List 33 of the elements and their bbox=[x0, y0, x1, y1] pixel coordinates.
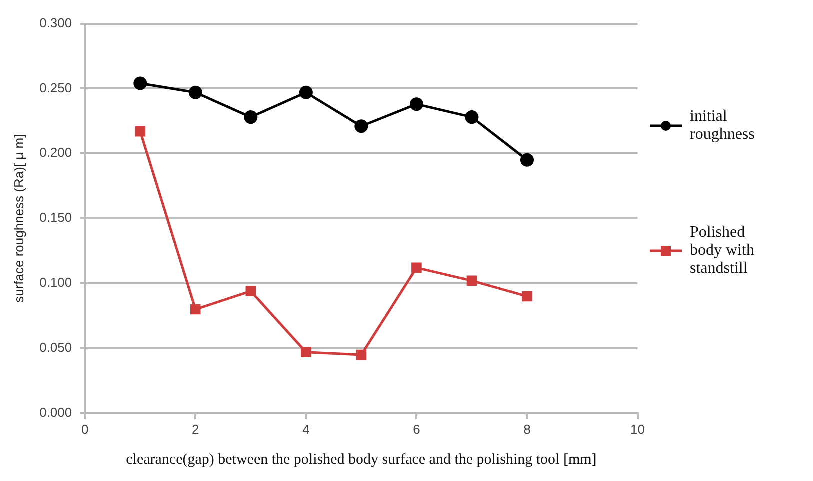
y-tick-label: 0.300 bbox=[40, 15, 72, 30]
point bbox=[466, 276, 478, 286]
y-tick-label: 0.050 bbox=[40, 340, 72, 356]
point bbox=[356, 350, 367, 360]
x-tick-label: 10 bbox=[630, 422, 646, 437]
y-tick-label: 0.250 bbox=[40, 80, 72, 96]
x-tick-label: 4 bbox=[302, 422, 310, 437]
point bbox=[301, 347, 312, 358]
x-tick-label: 2 bbox=[192, 422, 200, 437]
x-tick-label: 6 bbox=[413, 422, 420, 437]
y-tick-label: 0.000 bbox=[40, 404, 72, 420]
point bbox=[354, 120, 368, 134]
y-tick-label: 0.100 bbox=[40, 275, 72, 290]
point bbox=[244, 110, 258, 124]
point bbox=[410, 98, 424, 112]
y-tick-label: 0.200 bbox=[40, 145, 72, 160]
y-tick-label: 0.150 bbox=[40, 210, 72, 226]
x-axis-title: clearance(gap) between the polished body surface and the polishing tool [mm] bbox=[126, 452, 597, 468]
point bbox=[465, 110, 479, 124]
point bbox=[135, 126, 146, 137]
point bbox=[522, 291, 532, 302]
point bbox=[190, 304, 201, 315]
legend-label: Polished body with standstill bbox=[690, 224, 756, 278]
point bbox=[299, 86, 313, 100]
point bbox=[412, 262, 422, 274]
point bbox=[134, 76, 148, 90]
x-tick-label: 0 bbox=[82, 422, 89, 437]
point bbox=[520, 153, 534, 167]
y-axis-title: surface roughness (Ra)[ μ m] bbox=[11, 134, 26, 303]
x-tick-label: 8 bbox=[524, 422, 531, 437]
legend-label: initial roughness bbox=[690, 108, 756, 144]
point bbox=[188, 86, 202, 100]
point bbox=[246, 286, 256, 296]
